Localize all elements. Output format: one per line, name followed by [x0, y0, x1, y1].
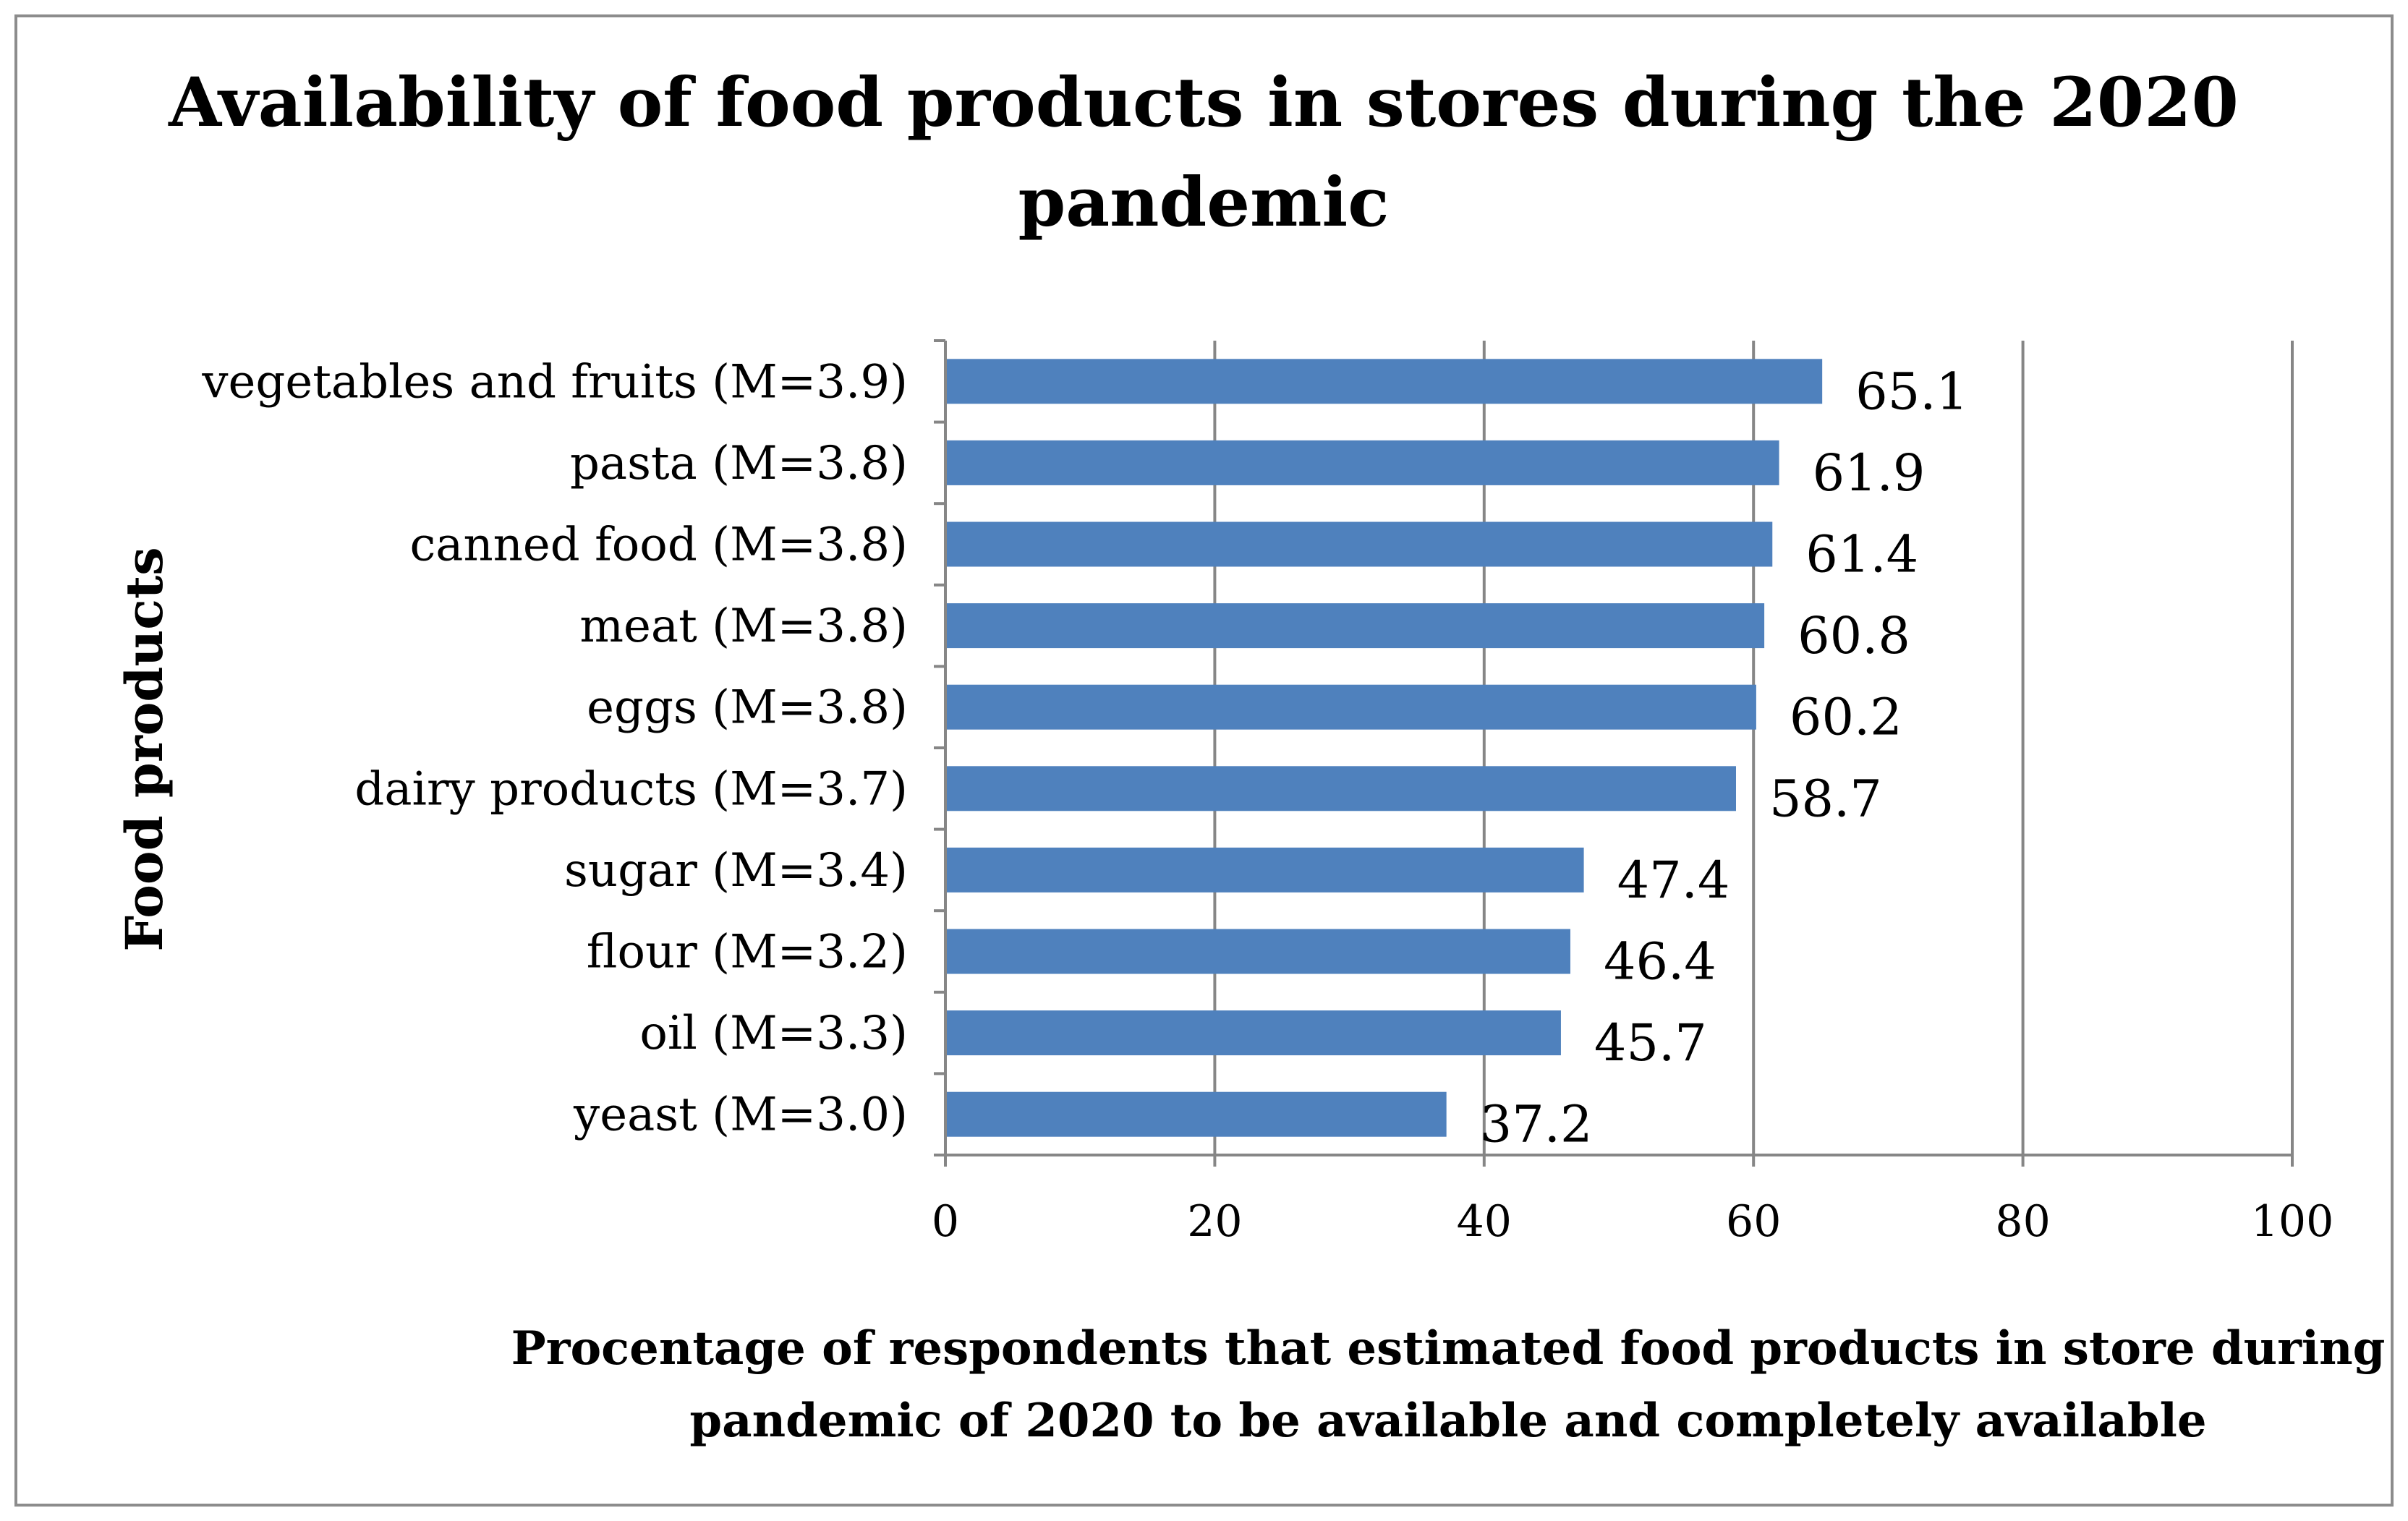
axes — [934, 339, 2294, 1167]
category-label-6: sugar (M=3.4) — [564, 844, 908, 898]
chart-svg: Availability of food products in stores … — [114, 63, 2386, 1448]
x-tick-labels: 0 20 40 60 80 100 — [932, 1196, 2333, 1247]
x-tick-label-40: 40 — [1457, 1196, 1512, 1247]
category-labels: vegetables and fruits (M=3.9) pasta (M=3.… — [201, 355, 908, 1141]
data-label-9: 37.2 — [1480, 1095, 1593, 1154]
data-label-4: 60.2 — [1790, 688, 1902, 747]
category-label-4: eggs (M=3.8) — [587, 681, 908, 735]
x-axis-title: Procentage of respondents that estimated… — [511, 1321, 2386, 1448]
bar-2 — [947, 521, 1773, 567]
data-label-0: 65.1 — [1855, 362, 1968, 421]
bar-7 — [947, 929, 1570, 974]
category-label-8: oil (M=3.3) — [639, 1007, 908, 1060]
bar-9 — [947, 1091, 1447, 1137]
x-tick-label-0: 0 — [932, 1196, 959, 1247]
x-tick-label-20: 20 — [1187, 1196, 1242, 1247]
x-tick-label-60: 60 — [1726, 1196, 1781, 1247]
data-label-7: 46.4 — [1604, 932, 1716, 992]
chart-title-line-2: pandemic — [1018, 163, 1390, 242]
data-label-3: 60.8 — [1798, 606, 1910, 665]
chart-frame: Availability of food products in stores … — [14, 14, 2394, 1507]
bar-0 — [947, 359, 1823, 404]
bars — [947, 359, 1823, 1137]
category-label-5: dairy products (M=3.7) — [354, 762, 908, 816]
x-tick-label-80: 80 — [1995, 1196, 2050, 1247]
category-label-7: flour (M=3.2) — [587, 926, 908, 979]
chart-title: Availability of food products in stores … — [168, 63, 2239, 242]
bar-1 — [947, 440, 1779, 485]
data-label-1: 61.9 — [1813, 443, 1926, 503]
data-label-6: 47.4 — [1617, 851, 1730, 910]
chart-title-line-1: Availability of food products in stores … — [168, 63, 2239, 142]
category-label-2: canned food (M=3.8) — [409, 519, 908, 572]
data-label-8: 45.7 — [1594, 1013, 1707, 1073]
bar-5 — [947, 766, 1736, 811]
data-label-5: 58.7 — [1769, 769, 1882, 828]
category-label-3: meat (M=3.8) — [579, 600, 908, 653]
data-label-2: 61.4 — [1805, 525, 1918, 584]
bar-6 — [947, 847, 1584, 892]
category-label-1: pasta (M=3.8) — [570, 437, 908, 490]
category-label-0: vegetables and fruits (M=3.9) — [201, 355, 908, 409]
x-axis-title-line-1: Procentage of respondents that estimated… — [511, 1321, 2386, 1376]
bar-4 — [947, 684, 1756, 730]
x-axis-title-line-2: pandemic of 2020 to be available and com… — [689, 1394, 2206, 1448]
category-label-9: yeast (M=3.0) — [573, 1088, 908, 1142]
bar-8 — [947, 1010, 1561, 1056]
bar-3 — [947, 603, 1765, 649]
data-labels: 65.1 61.9 61.4 60.8 60.2 58.7 47.4 46.4 45.737.2 — [1480, 362, 1968, 1154]
x-tick-label-100: 100 — [2251, 1196, 2334, 1247]
y-axis-title: Food products — [114, 547, 174, 951]
